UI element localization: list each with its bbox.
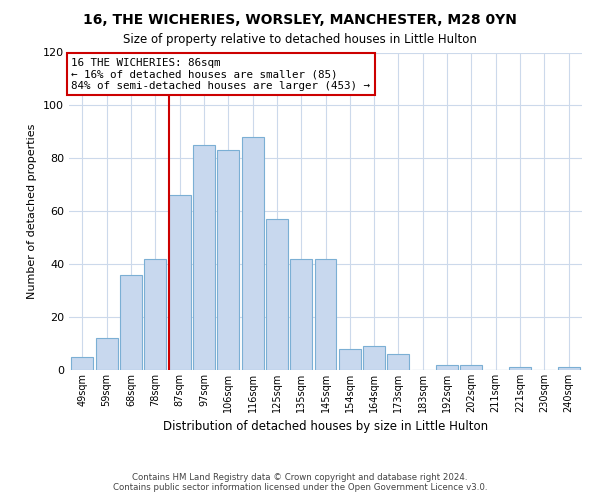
Text: 16, THE WICHERIES, WORSLEY, MANCHESTER, M28 0YN: 16, THE WICHERIES, WORSLEY, MANCHESTER, … [83,12,517,26]
Bar [217,150,239,370]
Bar [436,364,458,370]
Bar [120,275,142,370]
Bar [509,368,531,370]
Bar [290,259,312,370]
Bar [169,196,191,370]
Bar [193,145,215,370]
Y-axis label: Number of detached properties: Number of detached properties [28,124,37,299]
Bar [557,368,580,370]
X-axis label: Distribution of detached houses by size in Little Hulton: Distribution of detached houses by size … [163,420,488,434]
Bar [242,137,263,370]
Bar [266,219,288,370]
Bar [339,349,361,370]
Text: Contains HM Land Registry data © Crown copyright and database right 2024.
Contai: Contains HM Land Registry data © Crown c… [113,473,487,492]
Bar [314,259,337,370]
Bar [460,364,482,370]
Bar [145,259,166,370]
Text: Size of property relative to detached houses in Little Hulton: Size of property relative to detached ho… [123,32,477,46]
Bar [388,354,409,370]
Bar [363,346,385,370]
Bar [96,338,118,370]
Bar [71,357,94,370]
Text: 16 THE WICHERIES: 86sqm
← 16% of detached houses are smaller (85)
84% of semi-de: 16 THE WICHERIES: 86sqm ← 16% of detache… [71,58,370,91]
